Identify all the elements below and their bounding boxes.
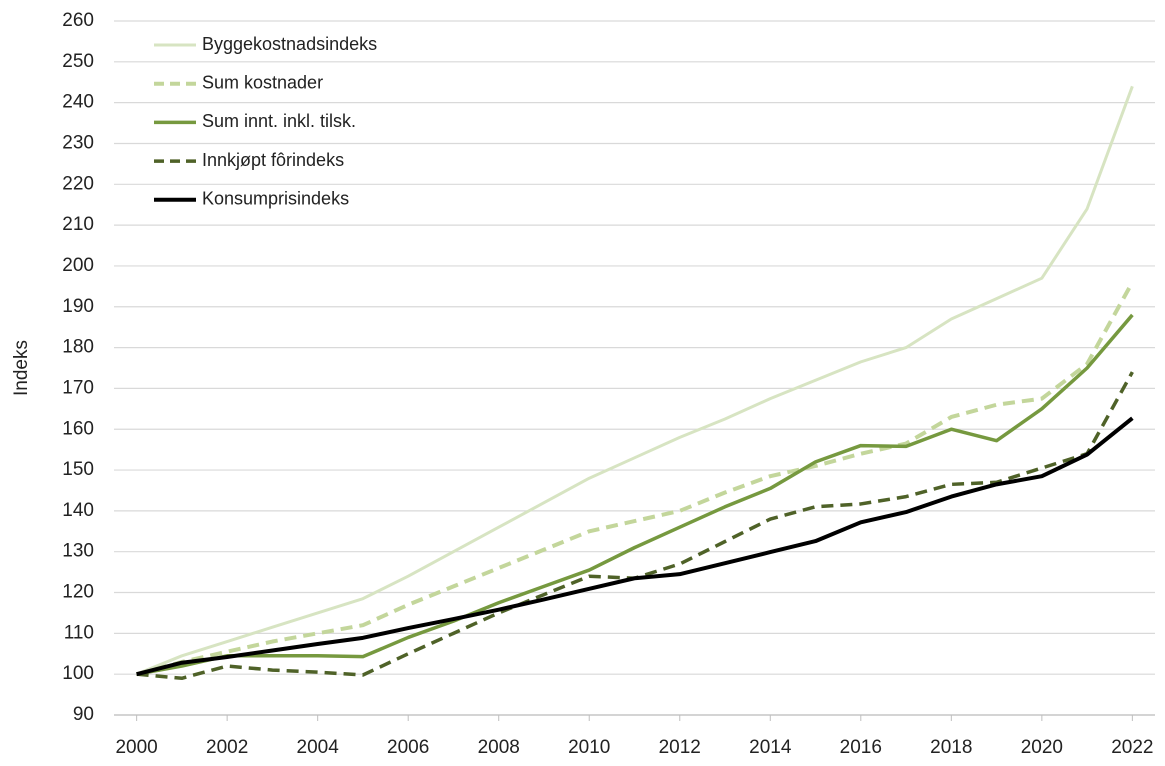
- legend-label: Byggekostnadsindeks: [202, 34, 377, 54]
- y-tick-label: 220: [62, 173, 94, 194]
- x-tick-label: 2000: [115, 737, 157, 758]
- y-tick-label: 230: [62, 132, 94, 153]
- y-tick-label: 130: [62, 541, 94, 562]
- x-tick-label: 2018: [930, 737, 972, 758]
- data-line: [136, 313, 1134, 676]
- data-line: [136, 371, 1134, 681]
- y-tick-label: 120: [62, 582, 94, 603]
- x-tick-label: 2002: [206, 737, 248, 758]
- y-tick-label: 240: [62, 92, 94, 113]
- x-tick-label: 2006: [387, 737, 429, 758]
- y-tick-label: 160: [62, 418, 94, 439]
- y-tick-label: 250: [62, 51, 94, 72]
- x-tick-label: 2016: [840, 737, 882, 758]
- y-tick-label: 100: [62, 663, 94, 684]
- y-tick-label: 200: [62, 255, 94, 276]
- legend-label: Konsumprisindeks: [202, 189, 349, 209]
- y-axis-label: Indeks: [11, 340, 32, 396]
- legend-label: Sum innt. inkl. tilsk.: [202, 111, 356, 131]
- x-tick-label: 2022: [1111, 737, 1153, 758]
- y-tick-label: 260: [62, 10, 94, 31]
- y-tick-label: 110: [64, 622, 94, 643]
- x-tick-label: 2014: [749, 737, 792, 758]
- y-tick-label: 170: [62, 377, 94, 398]
- data-line: [136, 416, 1134, 677]
- y-tick-label: 190: [62, 296, 94, 317]
- x-tick-label: 2004: [297, 737, 340, 758]
- y-tick-label: 140: [62, 500, 94, 521]
- y-tick-label: 90: [73, 704, 94, 725]
- data-line: [136, 85, 1134, 676]
- legend-label: Sum kostnader: [202, 72, 323, 92]
- y-tick-label: 210: [62, 214, 94, 235]
- x-tick-label: 2010: [568, 737, 610, 758]
- legend: Byggekostnadsindeks Sum kostnader Sum innt…: [154, 34, 377, 209]
- legend-label: Innkjøpt fôrindeks: [202, 150, 344, 170]
- y-tick-label: 150: [62, 459, 94, 480]
- data-line: [136, 281, 1135, 677]
- x-tick-label: 2020: [1021, 737, 1063, 758]
- y-tick-label: 180: [62, 337, 94, 358]
- x-tick-label: 2008: [478, 737, 520, 758]
- x-tick-label: 2012: [659, 737, 701, 758]
